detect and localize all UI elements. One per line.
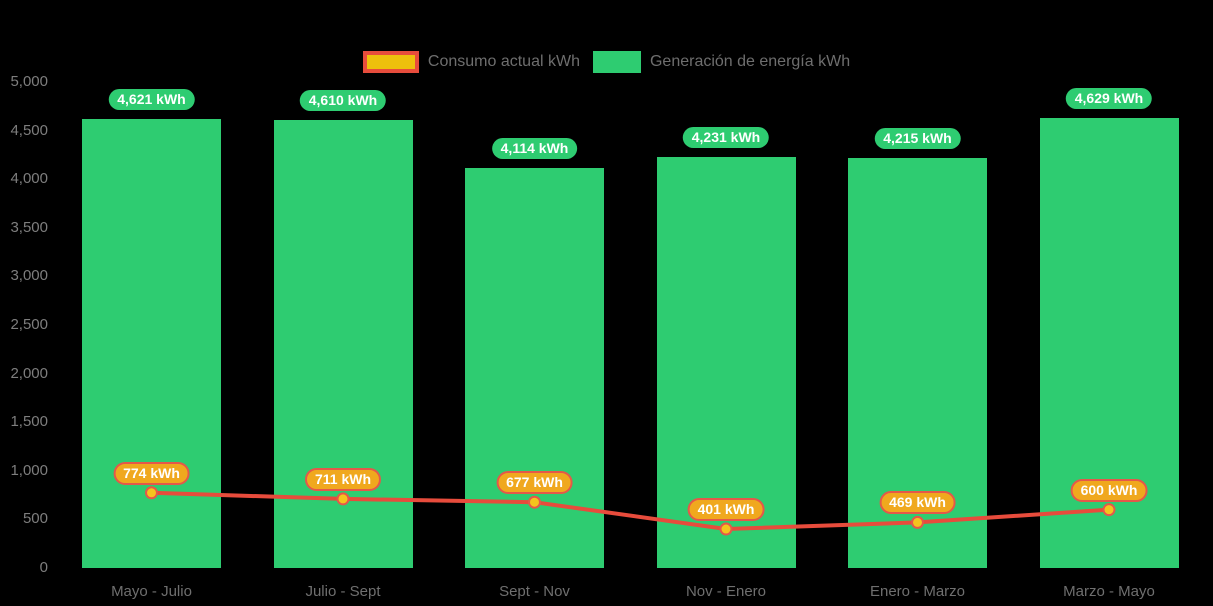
line-point[interactable] xyxy=(911,515,924,529)
legend-label: Generación de energía kWh xyxy=(649,53,851,70)
legend-item-generacion-energia[interactable]: Generación de energía kWh xyxy=(592,51,851,73)
x-axis-label: Marzo - Mayo xyxy=(1063,583,1155,600)
point-value-label: 401 kWh xyxy=(687,498,765,522)
bar-series-swatch-icon xyxy=(592,51,641,73)
bar-value-label: 4,231 kWh xyxy=(682,126,770,148)
point-value-label: 469 kWh xyxy=(879,491,956,515)
consumption-line xyxy=(151,490,1110,532)
line-point[interactable] xyxy=(1102,503,1116,517)
x-axis-label: Julio - Sept xyxy=(305,583,381,600)
point-value-label: 711 kWh xyxy=(304,467,382,491)
y-axis-tick-label: 3,500 xyxy=(10,218,48,236)
x-axis-label: Sept - Nov xyxy=(499,583,570,600)
legend-item-consumo-actual[interactable]: Consumo actual kWh xyxy=(362,51,580,73)
x-axis-label: Nov - Enero xyxy=(685,583,767,600)
y-axis-tick-label: 4,000 xyxy=(10,170,48,188)
legend-label: Consumo actual kWh xyxy=(427,53,580,70)
y-axis-tick-label: 4,500 xyxy=(10,121,48,139)
line-point[interactable] xyxy=(336,492,350,506)
bar-value-label: 4,621 kWh xyxy=(108,88,195,110)
line-point[interactable] xyxy=(528,495,541,509)
y-axis-tick-label: 500 xyxy=(22,510,48,528)
y-axis-tick-label: 0 xyxy=(39,559,48,576)
bar-value-label: 4,629 kWh xyxy=(1065,88,1153,110)
y-axis-tick-label: 2,000 xyxy=(10,364,48,382)
y-axis-tick-label: 1,000 xyxy=(10,461,48,479)
y-axis-tick-label: 1,500 xyxy=(10,413,48,431)
point-value-label: 774 kWh xyxy=(113,461,190,485)
x-axis-label: Enero - Marzo xyxy=(869,583,966,600)
y-axis-tick-label: 2,500 xyxy=(10,316,48,333)
line-series-swatch-icon xyxy=(362,51,419,73)
point-value-label: 600 kWh xyxy=(1070,478,1148,502)
line-point[interactable] xyxy=(719,522,733,536)
legend: Consumo actual kWh Generación de energía… xyxy=(0,50,1213,74)
bar-value-label: 4,610 kWh xyxy=(299,89,387,111)
y-axis-tick-label: 3,000 xyxy=(10,267,48,285)
x-axis-label: Mayo - Julio xyxy=(111,583,192,600)
line-point[interactable] xyxy=(145,486,158,500)
y-axis-tick-label: 5,000 xyxy=(10,73,48,90)
bar-value-label: 4,215 kWh xyxy=(874,128,961,150)
point-value-label: 677 kWh xyxy=(496,471,573,495)
bar-value-label: 4,114 kWh xyxy=(491,138,578,160)
